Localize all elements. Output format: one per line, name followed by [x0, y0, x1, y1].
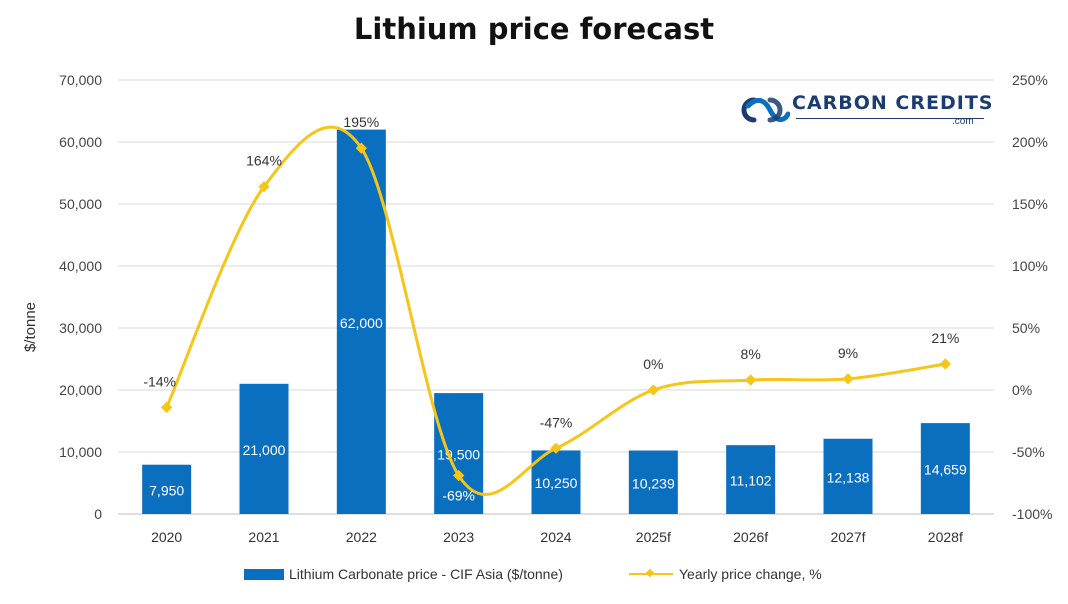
line-point — [258, 180, 270, 193]
line-label: 195% — [343, 114, 379, 130]
x-tick-label: 2027f — [830, 529, 865, 545]
legend-line-label: Yearly price change, % — [679, 566, 822, 582]
bar — [823, 438, 873, 514]
y-tick-label: 60,000 — [59, 134, 102, 150]
y-tick-label: 0 — [94, 506, 102, 522]
logo-name: CARBON CREDITS — [792, 92, 994, 114]
y-tick-label: 50,000 — [59, 196, 102, 212]
line-label: 9% — [838, 345, 858, 361]
y2-tick-label: 150% — [1012, 196, 1048, 212]
y2-tick-label: 100% — [1012, 258, 1048, 274]
line-label: -14% — [143, 373, 176, 389]
line-point — [939, 358, 951, 370]
legend-line-swatch — [629, 568, 673, 580]
y2-tick-label: -100% — [1012, 506, 1052, 522]
line-label: 0% — [643, 356, 663, 372]
carbon-credits-logo-icon — [741, 97, 791, 123]
bar-label: 14,659 — [924, 462, 967, 478]
legend-item-bar: Lithium Carbonate price - CIF Asia ($/to… — [244, 566, 563, 582]
x-tick-label: 2025f — [636, 529, 671, 545]
bar-label: 11,102 — [730, 473, 772, 489]
legend-bar-swatch — [244, 568, 284, 580]
bar — [726, 445, 776, 514]
chart-legend: Lithium Carbonate price - CIF Asia ($/to… — [0, 566, 1068, 586]
line-point — [550, 442, 562, 454]
carbon-credits-logo: CARBON CREDITS .com — [734, 92, 992, 132]
line-point — [453, 469, 465, 482]
y2-tick-label: 200% — [1012, 134, 1048, 150]
bar — [434, 393, 484, 514]
y-axis-label: $/tonne — [22, 302, 39, 352]
line-point — [355, 142, 367, 154]
chart-title: Lithium price forecast — [353, 12, 715, 46]
bar — [336, 129, 386, 514]
line-point — [842, 373, 854, 385]
x-tick-label: 2022 — [346, 529, 377, 545]
bar-label: 10,239 — [632, 475, 675, 491]
bar-label: 62,000 — [340, 315, 383, 331]
bar-label: 19,500 — [437, 447, 480, 463]
y-tick-label: 20,000 — [59, 382, 102, 398]
bar-label: 21,000 — [243, 442, 286, 458]
line-series-path — [165, 125, 946, 496]
legend-item-line: Yearly price change, % — [629, 566, 822, 582]
bar — [531, 450, 581, 514]
line-label: 21% — [931, 330, 959, 346]
y2-tick-label: 250% — [1012, 72, 1048, 88]
bar-label: 7,950 — [149, 482, 184, 498]
bar — [142, 464, 192, 514]
line-point — [647, 384, 659, 396]
bar — [628, 450, 678, 514]
x-tick-label: 2024 — [540, 529, 571, 545]
line-point — [745, 374, 757, 386]
logo-sub: .com — [952, 116, 974, 127]
x-tick-label: 2021 — [248, 529, 279, 545]
x-tick-label: 2026f — [733, 529, 768, 545]
x-tick-label: 2020 — [151, 529, 182, 545]
y2-tick-label: -50% — [1012, 444, 1045, 460]
y2-tick-label: 0% — [1012, 382, 1032, 398]
bar-label: 12,138 — [827, 469, 870, 485]
line-point — [161, 401, 173, 414]
line-label: -47% — [540, 414, 573, 430]
x-tick-label: 2023 — [443, 529, 474, 545]
y-tick-label: 70,000 — [59, 72, 102, 88]
y-tick-label: 30,000 — [59, 320, 102, 336]
bar-label: 10,250 — [535, 475, 578, 491]
y-tick-label: 10,000 — [59, 444, 102, 460]
line-label: -69% — [442, 488, 475, 504]
line-label: 8% — [741, 346, 761, 362]
y2-tick-label: 50% — [1012, 320, 1040, 336]
legend-bar-label: Lithium Carbonate price - CIF Asia ($/to… — [289, 566, 563, 582]
bar — [239, 383, 289, 514]
bar — [920, 423, 970, 514]
x-tick-label: 2028f — [928, 529, 963, 545]
logo-underline — [796, 118, 984, 119]
line-label: 164% — [246, 153, 282, 169]
y-tick-label: 40,000 — [59, 258, 102, 274]
